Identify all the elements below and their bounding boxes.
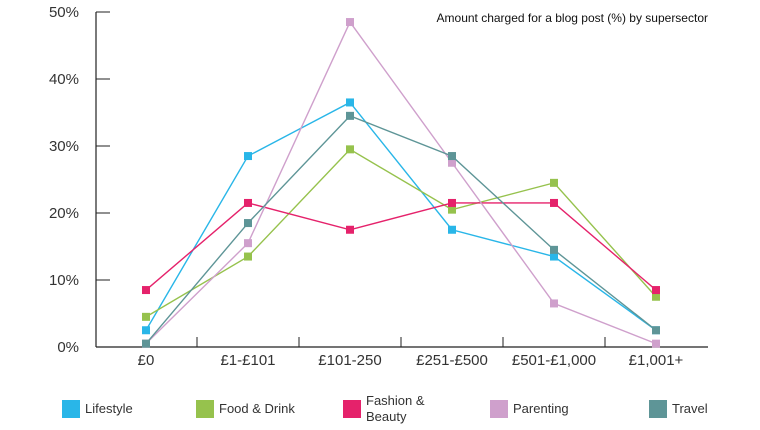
legend-label: Travel — [672, 401, 708, 416]
data-point-food-drink — [142, 312, 150, 321]
legend-item-parenting: Parenting — [490, 400, 569, 418]
x-tick-label: £1-£101 — [220, 352, 275, 369]
y-tick-label: 40% — [49, 71, 79, 88]
series-line-food-drink — [145, 148, 657, 318]
chart-series — [142, 18, 660, 348]
data-point-lifestyle — [244, 152, 252, 161]
legend-label: Lifestyle — [85, 401, 133, 416]
data-point-food-drink — [652, 292, 660, 301]
series-travel — [142, 111, 660, 348]
legend-swatch — [343, 400, 361, 418]
x-tick-label: £0 — [138, 352, 155, 369]
legend-item-lifestyle: Lifestyle — [62, 400, 133, 418]
data-point-fashion-beauty — [244, 198, 252, 207]
legend-swatch — [649, 400, 667, 418]
legend-swatch — [490, 400, 508, 418]
x-tick-label: £101-250 — [318, 352, 381, 369]
y-tick-label: 20% — [49, 205, 79, 222]
series-line-fashion-beauty — [145, 202, 657, 291]
x-tick-label: £251-£500 — [416, 352, 488, 369]
data-point-fashion-beauty — [448, 198, 456, 207]
data-point-travel — [142, 339, 150, 348]
chart-axes: 0% 10% 20% 30% 40% 50% £0 £1-£101 £101-250 £251-£… — [49, 4, 708, 369]
legend-swatch — [62, 400, 80, 418]
series-food-drink — [142, 145, 660, 321]
y-tick-label: 10% — [49, 272, 79, 289]
data-point-travel — [346, 111, 354, 120]
x-tick-label: £1,001+ — [629, 352, 684, 369]
data-point-travel — [550, 245, 558, 254]
data-point-food-drink — [346, 145, 354, 154]
chart-title: Amount charged for a blog post (%) by su… — [437, 11, 708, 25]
data-point-travel — [652, 326, 660, 335]
data-point-parenting — [448, 158, 456, 167]
data-point-lifestyle — [550, 252, 558, 261]
legend-item-food-drink: Food & Drink — [196, 400, 295, 418]
series-line-lifestyle — [145, 101, 657, 331]
data-point-fashion-beauty — [652, 286, 660, 295]
y-tick-label: 30% — [49, 138, 79, 155]
data-point-lifestyle — [142, 326, 150, 335]
legend-swatch — [196, 400, 214, 418]
legend-label: Parenting — [513, 401, 569, 416]
data-point-food-drink — [550, 178, 558, 187]
chart-legend: Lifestyle Food & Drink Fashion & Beauty Pare… — [62, 393, 708, 424]
series-parenting — [142, 18, 660, 348]
legend-item-travel: Travel — [649, 400, 708, 418]
series-line-travel — [145, 115, 657, 345]
series-fashion-beauty — [142, 198, 660, 295]
data-point-parenting — [652, 339, 660, 348]
data-point-fashion-beauty — [142, 286, 150, 295]
data-point-travel — [448, 152, 456, 161]
y-tick-label: 50% — [49, 4, 79, 21]
data-point-lifestyle — [346, 98, 354, 107]
data-point-parenting — [346, 18, 354, 27]
data-point-travel — [244, 219, 252, 228]
x-tick-label: £501-£1,000 — [512, 352, 596, 369]
series-line-parenting — [145, 20, 657, 345]
data-point-parenting — [550, 299, 558, 308]
y-tick-label: 0% — [57, 339, 79, 356]
data-point-food-drink — [448, 205, 456, 214]
data-point-fashion-beauty — [346, 225, 354, 234]
data-point-lifestyle — [448, 225, 456, 234]
legend-label: Fashion & Beauty — [366, 393, 425, 424]
data-point-parenting — [244, 239, 252, 248]
legend-item-fashion-beauty: Fashion & Beauty — [343, 393, 425, 424]
data-point-food-drink — [244, 252, 252, 261]
legend-label: Food & Drink — [219, 401, 295, 416]
data-point-fashion-beauty — [550, 198, 558, 207]
